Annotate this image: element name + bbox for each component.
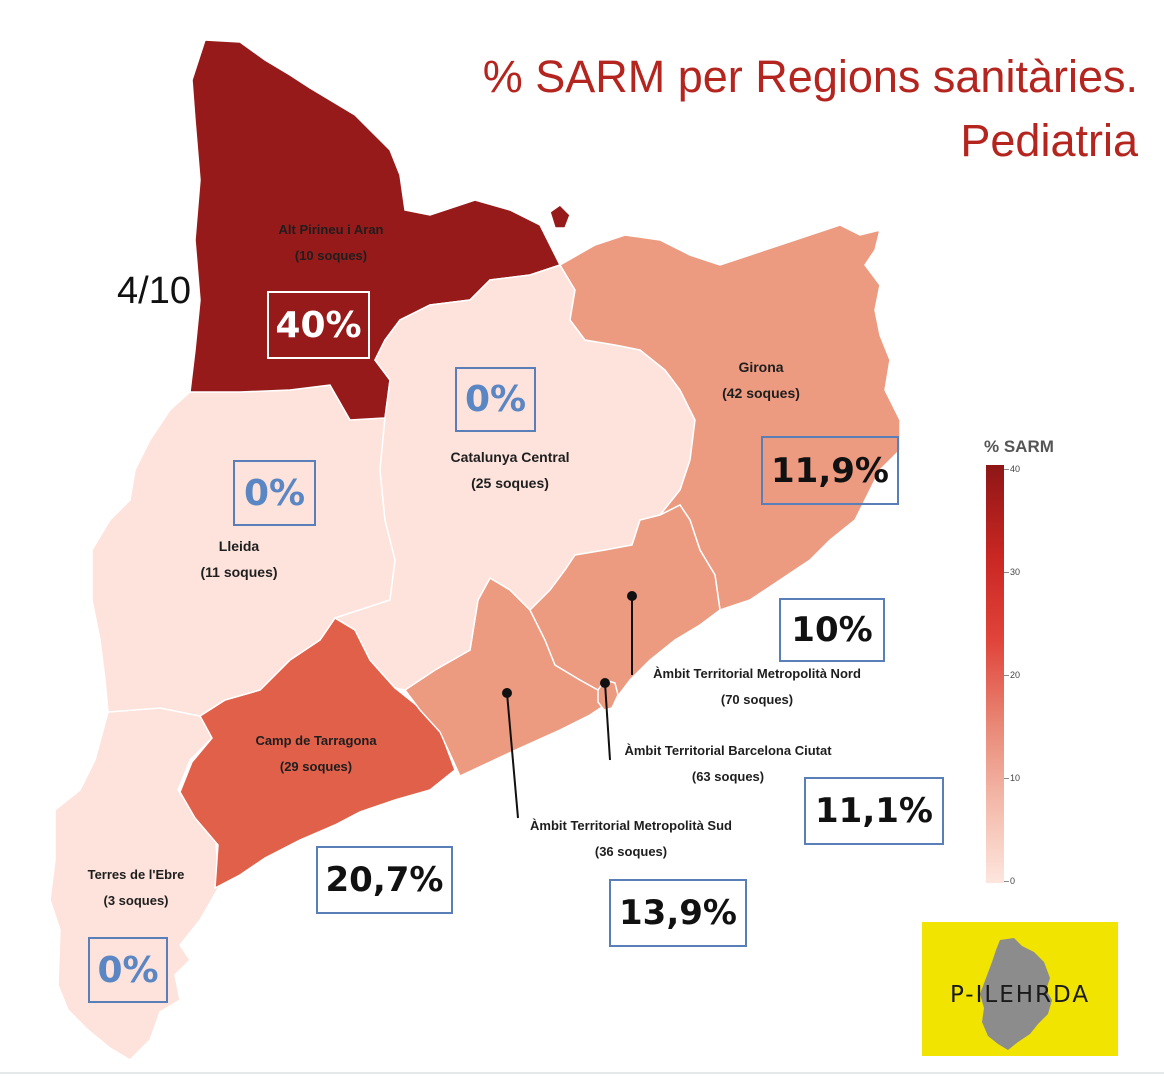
region-samples: (10 soques) — [294, 248, 368, 263]
label-barcelona-ciutat: Àmbit Territorial Barcelona Ciutat (63 s… — [624, 738, 831, 790]
legend-tick — [1004, 675, 1009, 676]
region-name: Àmbit Territorial Metropolità Nord — [653, 666, 861, 681]
region-samples: (36 soques) — [594, 844, 668, 859]
legend-tick — [1004, 778, 1009, 779]
legend-tick — [1004, 572, 1009, 573]
region-islet — [549, 204, 571, 229]
label-catalunya-central: Catalunya Central (25 soques) — [450, 444, 569, 496]
dot-metro-nord — [627, 591, 637, 601]
legend-title: % SARM — [984, 437, 1054, 456]
pct-camp-tarragona: 20,7% — [316, 846, 453, 914]
region-samples: (42 soques) — [722, 385, 800, 401]
region-name: Terres de l'Ebre — [87, 867, 185, 882]
leader-metro-sud — [506, 692, 519, 819]
region-samples: (25 soques) — [471, 475, 549, 491]
pct-girona: 11,9% — [761, 436, 899, 505]
title-line-2: Pediatria — [960, 115, 1138, 166]
pct-lleida: 0% — [233, 460, 316, 526]
count-note: 4/10 — [117, 270, 191, 312]
leader-barcelona — [604, 682, 611, 761]
region-samples: (3 soques) — [103, 893, 169, 908]
legend-label: 10 — [1010, 773, 1021, 783]
leader-dots — [502, 591, 637, 698]
p-ilehrda-logo: P-ILEHRDA — [922, 922, 1118, 1056]
region-name: Alt Pirineu i Aran — [278, 222, 384, 237]
pct-metro-nord: 10% — [779, 598, 885, 662]
legend-tick — [1004, 469, 1009, 470]
region-samples: (63 soques) — [691, 769, 765, 784]
catalonia-silhouette-icon — [980, 938, 1052, 1050]
bottom-divider — [0, 1072, 1164, 1074]
title-line-1: % SARM per Regions sanitàries. — [482, 51, 1138, 102]
region-girona[interactable] — [558, 224, 901, 611]
legend-label: 40 — [1010, 464, 1021, 474]
legend-label: 0 — [1010, 876, 1016, 886]
region-name: Catalunya Central — [450, 449, 570, 465]
region-name: Camp de Tarragona — [255, 733, 377, 748]
label-camp-tarragona: Camp de Tarragona (29 soques) — [255, 728, 376, 780]
label-alt-pirineu: Alt Pirineu i Aran (10 soques) — [279, 217, 384, 269]
label-metro-nord: Àmbit Territorial Metropolità Nord (70 s… — [653, 661, 861, 713]
region-samples: (29 soques) — [279, 759, 353, 774]
pct-catalunya-central: 0% — [455, 367, 536, 432]
region-name: Lleida — [218, 538, 260, 554]
label-girona: Girona (42 soques) — [722, 354, 800, 406]
logo-text: P-ILEHRDA — [949, 982, 1091, 1008]
region-terres-ebre[interactable] — [49, 707, 221, 1061]
pct-metro-sud: 13,9% — [609, 879, 747, 947]
pct-terres-ebre: 0% — [88, 937, 168, 1003]
dot-metro-sud — [502, 688, 512, 698]
region-name: Àmbit Territorial Barcelona Ciutat — [624, 743, 832, 758]
pct-alt-pirineu: 40% — [267, 291, 370, 359]
label-lleida: Lleida (11 soques) — [200, 533, 277, 585]
pct-barcelona-ciutat: 11,1% — [804, 777, 944, 845]
region-name: Girona — [738, 359, 784, 375]
region-samples: (70 soques) — [720, 692, 794, 707]
legend-tick — [1004, 881, 1009, 882]
legend-label: 20 — [1010, 670, 1021, 680]
region-samples: (11 soques) — [200, 564, 278, 580]
legend-label: 30 — [1010, 567, 1021, 577]
region-name: Àmbit Territorial Metropolità Sud — [530, 818, 732, 833]
region-metro-nord[interactable] — [529, 504, 721, 707]
dot-barcelona — [600, 678, 610, 688]
legend-color-scale — [986, 465, 1004, 883]
label-terres-ebre: Terres de l'Ebre (3 soques) — [88, 862, 185, 914]
label-metro-sud: Àmbit Territorial Metropolità Sud (36 so… — [530, 813, 732, 865]
leader-lines — [506, 596, 633, 819]
